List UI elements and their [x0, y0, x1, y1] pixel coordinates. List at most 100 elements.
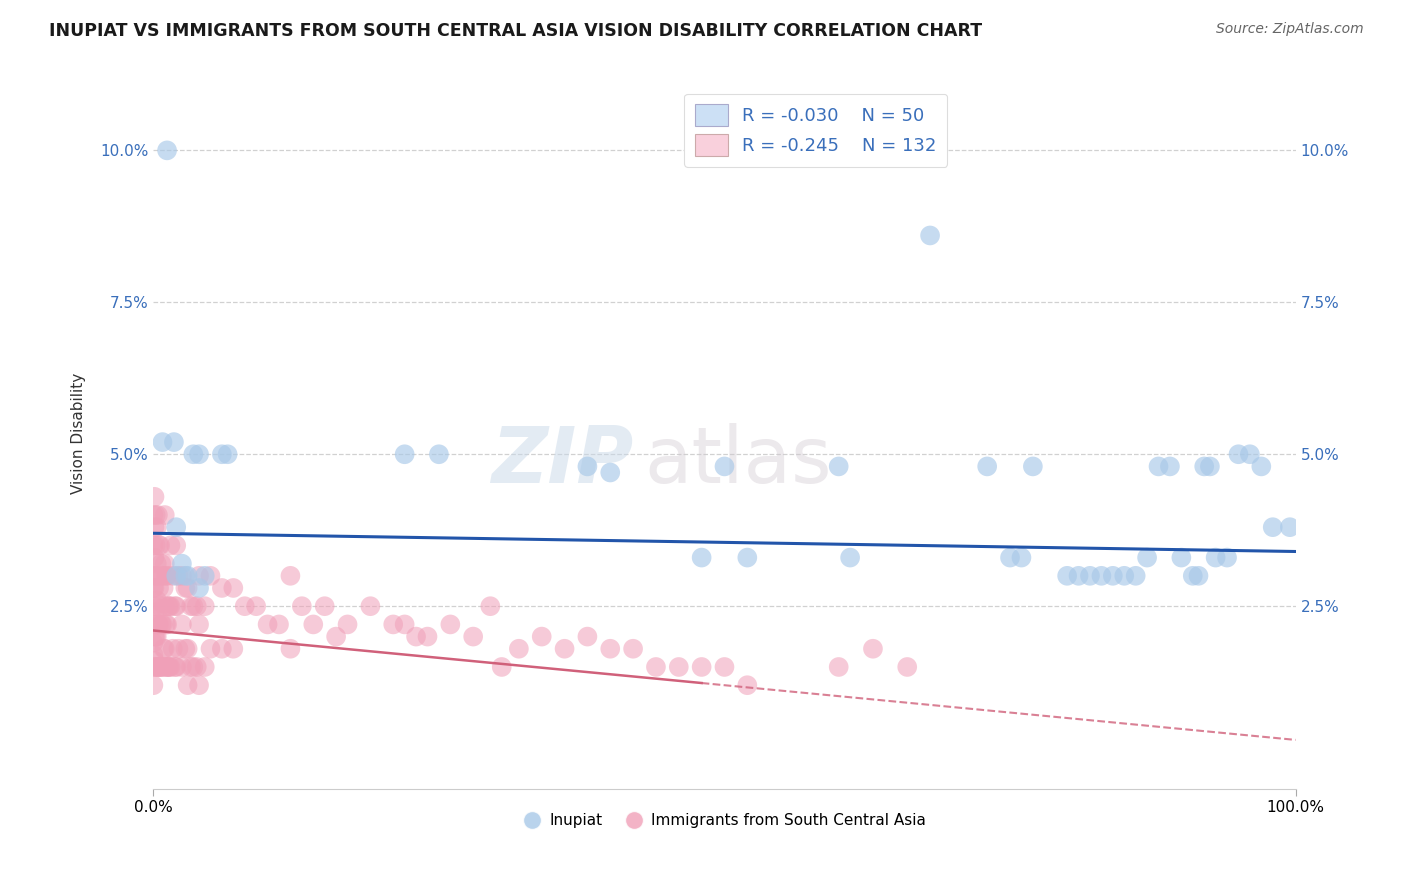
Point [491, 660, 513, 674]
Point [508, 641, 530, 656]
Point [165, 599, 187, 614]
Point [183, 660, 205, 674]
Point [668, 660, 690, 674]
Point [162, 569, 184, 583]
Point [176, 581, 198, 595]
Point [142, 660, 165, 674]
Point [146, 660, 169, 674]
Point [1205, 550, 1227, 565]
Point [976, 459, 998, 474]
Point [645, 660, 668, 674]
Point [280, 569, 302, 583]
Point [165, 660, 187, 674]
Point [599, 466, 621, 480]
Text: atlas: atlas [644, 424, 832, 500]
Point [194, 599, 217, 614]
Point [157, 599, 180, 614]
Point [1239, 447, 1261, 461]
Point [1261, 520, 1284, 534]
Point [233, 599, 256, 614]
Point [1187, 569, 1209, 583]
Point [280, 641, 302, 656]
Point [148, 581, 170, 595]
Point [155, 617, 177, 632]
Point [394, 447, 416, 461]
Point [188, 678, 211, 692]
Point [1181, 569, 1204, 583]
Point [143, 581, 166, 595]
Point [998, 550, 1021, 565]
Point [186, 599, 208, 614]
Point [153, 641, 176, 656]
Point [222, 641, 245, 656]
Point [690, 660, 713, 674]
Point [405, 630, 427, 644]
Point [142, 581, 165, 595]
Point [174, 569, 197, 583]
Point [146, 593, 169, 607]
Point [148, 660, 170, 674]
Point [142, 648, 165, 662]
Point [143, 520, 166, 534]
Point [149, 599, 172, 614]
Point [143, 654, 166, 668]
Point [1159, 459, 1181, 474]
Point [153, 557, 176, 571]
Point [554, 641, 576, 656]
Point [530, 630, 553, 644]
Point [1192, 459, 1215, 474]
Point [170, 660, 193, 674]
Point [150, 557, 173, 571]
Point [394, 617, 416, 632]
Point [152, 617, 174, 632]
Legend: Inupiat, Immigrants from South Central Asia: Inupiat, Immigrants from South Central A… [517, 807, 932, 834]
Point [382, 617, 405, 632]
Point [145, 630, 167, 644]
Point [920, 228, 942, 243]
Point [291, 599, 314, 614]
Point [188, 447, 211, 461]
Point [157, 599, 180, 614]
Point [1125, 569, 1147, 583]
Point [200, 641, 222, 656]
Point [737, 550, 759, 565]
Point [1056, 569, 1078, 583]
Point [188, 569, 211, 583]
Point [186, 660, 208, 674]
Point [162, 641, 184, 656]
Point [150, 617, 173, 632]
Point [149, 538, 172, 552]
Point [146, 660, 169, 674]
Point [153, 508, 176, 522]
Point [183, 447, 205, 461]
Point [211, 447, 233, 461]
Point [159, 538, 181, 552]
Point [146, 508, 169, 522]
Point [439, 617, 461, 632]
Point [1250, 459, 1272, 474]
Point [170, 569, 193, 583]
Point [690, 550, 713, 565]
Point [152, 581, 174, 595]
Point [180, 660, 202, 674]
Point [621, 641, 644, 656]
Point [479, 599, 502, 614]
Point [148, 538, 170, 552]
Point [145, 538, 167, 552]
Point [302, 617, 325, 632]
Point [359, 599, 381, 614]
Point [149, 660, 172, 674]
Point [245, 599, 267, 614]
Point [599, 641, 621, 656]
Point [152, 435, 174, 450]
Point [156, 144, 179, 158]
Point [145, 569, 167, 583]
Point [142, 678, 165, 692]
Point [159, 599, 181, 614]
Point [576, 630, 599, 644]
Point [145, 660, 167, 674]
Point [165, 569, 187, 583]
Point [174, 581, 197, 595]
Point [143, 605, 166, 619]
Point [314, 599, 336, 614]
